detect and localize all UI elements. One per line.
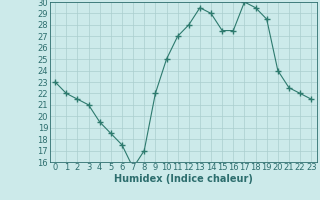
X-axis label: Humidex (Indice chaleur): Humidex (Indice chaleur) — [114, 174, 252, 184]
